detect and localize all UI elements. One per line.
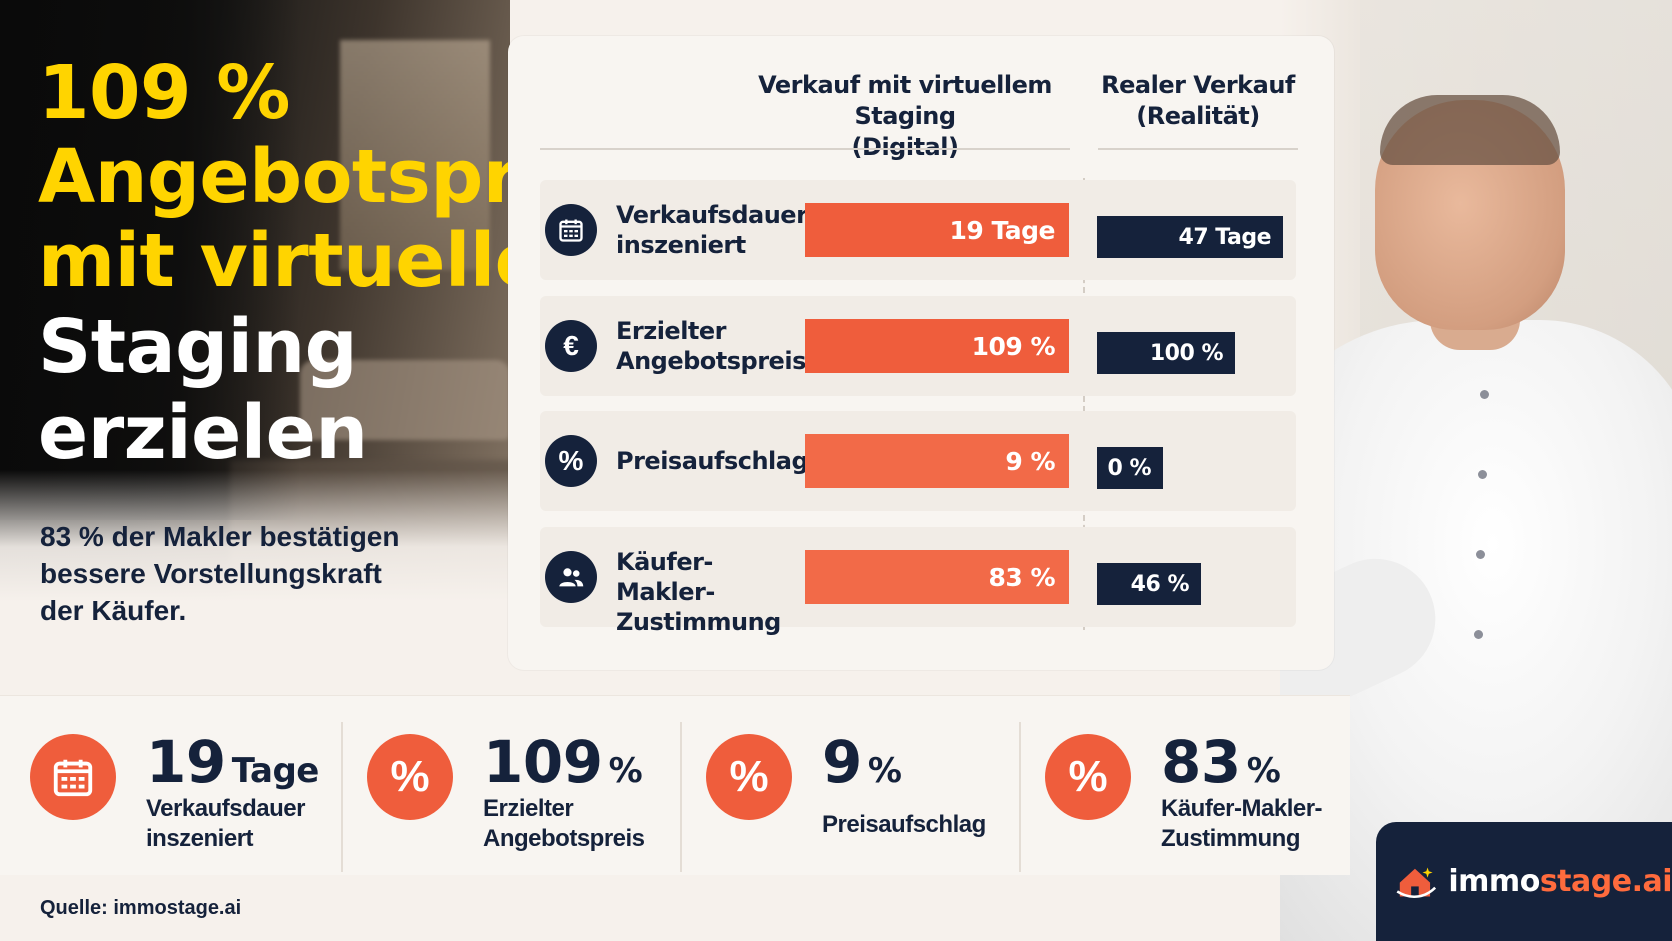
- logo-text-stage: stage.ai: [1539, 864, 1672, 899]
- column-header-real: Realer Verkauf (Realität): [1098, 70, 1298, 132]
- stat-label-line-1: Erzielter: [483, 795, 574, 822]
- stat-number: 9: [822, 728, 862, 796]
- hero-panel: [0, 0, 510, 690]
- column-header-digital-line-1: Verkauf mit virtuellem Staging: [758, 71, 1052, 130]
- background-sofa: [300, 360, 510, 440]
- stat-value: 9%: [822, 728, 902, 796]
- shirt-button: [1476, 550, 1485, 559]
- real-bar: 100 %: [1097, 332, 1235, 374]
- digital-bar-value: 9 %: [1005, 446, 1055, 476]
- stat-number: 19: [146, 728, 226, 796]
- stat-label-line-2: inszeniert: [146, 825, 254, 852]
- stat-unit: %: [1246, 751, 1281, 791]
- digital-bar-value: 109 %: [971, 331, 1056, 361]
- row-label: Verkaufsdauer inszeniert: [616, 200, 808, 260]
- stat-label-line-2: Zustimmung: [1161, 825, 1301, 852]
- calendar-icon: [30, 734, 116, 820]
- row-label-line-1: Erzielter: [616, 317, 727, 345]
- stat-label-line-1: Verkaufsdauer: [146, 795, 305, 822]
- row-label-line-2: inszeniert: [616, 231, 746, 259]
- real-bar-value: 47 Tage: [1178, 224, 1272, 250]
- shirt-button: [1474, 630, 1483, 639]
- logo-text: immostage.ai: [1448, 864, 1672, 899]
- real-bar-value: 46 %: [1130, 571, 1190, 597]
- stat-divider: [341, 722, 343, 872]
- digital-bar: 109 %: [805, 319, 1069, 373]
- headline-line-5: erzielen: [38, 390, 368, 476]
- stat-label-line-1: Preisaufschlag: [822, 811, 986, 838]
- percent-icon: %: [545, 435, 597, 487]
- real-bar-value: 100 %: [1149, 340, 1224, 366]
- stat-label-line-2: Angebotspreis: [483, 825, 645, 852]
- stat-value: 19 Tage: [146, 728, 319, 796]
- row-label: Käufer-Makler- Zustimmung: [616, 547, 786, 637]
- stat-divider: [1019, 722, 1021, 872]
- stat-label: Käufer-Makler- Zustimmung: [1161, 794, 1323, 854]
- source-note: Quelle: immostage.ai: [40, 897, 242, 919]
- row-label-line-2: Zustimmung: [616, 608, 781, 636]
- digital-bar-value: 19 Tage: [949, 215, 1055, 245]
- stat-label: Verkaufsdauer inszeniert: [146, 794, 305, 854]
- stat-label: Erzielter Angebotspreis: [483, 794, 645, 854]
- row-label-line-1: Preisaufschlag: [616, 447, 809, 475]
- subtext-line-3: der Käufer.: [40, 595, 187, 626]
- headline-line-4: Staging: [38, 304, 358, 390]
- subtext-line-1: 83 % der Makler bestätigen: [40, 521, 400, 552]
- digital-bar: 9 %: [805, 434, 1069, 488]
- stat-label: Preisaufschlag: [822, 810, 986, 840]
- percent-icon: %: [367, 734, 453, 820]
- subtext: 83 % der Makler bestätigen bessere Vorst…: [40, 518, 470, 629]
- real-bar-value: 0 %: [1107, 455, 1151, 481]
- column-rule-digital: [540, 148, 1070, 150]
- percent-icon: %: [1045, 734, 1131, 820]
- stat-unit: Tage: [231, 751, 320, 791]
- subtext-line-2: bessere Vorstellungskraft: [40, 558, 382, 589]
- hero-darkening: [0, 0, 300, 520]
- digital-bar-value: 83 %: [988, 562, 1055, 592]
- stat-number: 109: [483, 728, 603, 796]
- real-bar: 0 %: [1097, 447, 1163, 489]
- euro-icon: €: [545, 320, 597, 372]
- shirt-button: [1480, 390, 1489, 399]
- stat-label-line-1: Käufer-Makler-: [1161, 795, 1323, 822]
- column-divider: [1083, 178, 1085, 630]
- percent-icon: %: [706, 734, 792, 820]
- digital-bar: 83 %: [805, 550, 1069, 604]
- calendar-icon: [545, 204, 597, 256]
- row-label: Erzielter Angebotspreis: [616, 316, 806, 376]
- logo-text-immo: immo: [1448, 864, 1540, 899]
- column-header-digital-line-2: (Digital): [851, 133, 959, 161]
- brand-logo: immostage.ai: [1376, 822, 1672, 941]
- shirt-button: [1478, 470, 1487, 479]
- column-header-digital: Verkauf mit virtuellem Staging (Digital): [740, 70, 1070, 163]
- stat-value: 83%: [1161, 728, 1281, 796]
- row-label-line-1: Käufer-Makler-: [616, 548, 715, 606]
- stat-unit: %: [867, 751, 902, 791]
- headline-line-1: 109 %: [38, 50, 290, 136]
- column-header-real-line-1: Realer Verkauf: [1101, 71, 1295, 99]
- stat-unit: %: [608, 751, 643, 791]
- stat-number: 83: [1161, 728, 1241, 796]
- digital-bar: 19 Tage: [805, 203, 1069, 257]
- stat-divider: [680, 722, 682, 872]
- stat-value: 109%: [483, 728, 643, 796]
- house-logo-icon: [1396, 866, 1437, 898]
- row-label-line-1: Verkaufsdauer: [616, 201, 808, 229]
- column-rule-real: [1098, 148, 1298, 150]
- photo-hair: [1380, 95, 1560, 165]
- real-bar: 46 %: [1097, 563, 1201, 605]
- hero-fade: [0, 470, 510, 690]
- column-header-real-line-2: (Realität): [1136, 102, 1260, 130]
- row-label: Preisaufschlag: [616, 446, 809, 476]
- background-window: [340, 40, 490, 270]
- users-icon: [545, 551, 597, 603]
- row-label-line-2: Angebotspreis: [616, 347, 806, 375]
- real-bar: 47 Tage: [1097, 216, 1283, 258]
